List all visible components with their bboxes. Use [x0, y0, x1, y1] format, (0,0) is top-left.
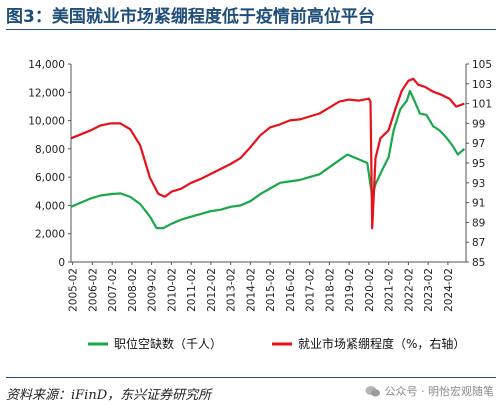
right-axis: 85 87 89 91 93 95 97 99 101 103 105 — [465, 59, 492, 269]
x-tick-label: 2018-02 — [324, 268, 336, 312]
x-axis: 2005-02 2006-02 2007-02 2008-02 2009-02 2010-… — [68, 261, 466, 312]
right-tick-label: 95 — [472, 158, 485, 170]
right-tick-label: 93 — [472, 178, 485, 190]
x-tick-label: 2009-02 — [147, 268, 159, 312]
right-tick-label: 103 — [472, 79, 492, 91]
x-tick-label: 2017-02 — [305, 268, 317, 312]
right-tick-label: 89 — [472, 217, 485, 229]
x-tick-label: 2012-02 — [206, 268, 218, 312]
title-divider — [6, 29, 496, 30]
x-tick-label: 2014-02 — [245, 268, 257, 312]
right-tick-label: 85 — [472, 257, 485, 269]
series-layer — [70, 77, 466, 230]
x-tick-label: 2024-02 — [443, 268, 455, 312]
left-tick-label: 6,000 — [35, 172, 65, 184]
right-tick-label: 101 — [472, 99, 492, 111]
x-tick-label: 2023-02 — [423, 268, 435, 312]
wechat-icon — [365, 385, 380, 397]
legend-label: 就业市场紧绷程度（%，右轴） — [298, 336, 465, 351]
x-tick-label: 2005-02 — [68, 268, 80, 312]
x-tick-label: 2019-02 — [344, 268, 356, 312]
source-note: 资料来源：iFinD，东兴证券研究所 — [6, 388, 212, 403]
right-tick-label: 105 — [472, 59, 492, 71]
x-tick-label: 2016-02 — [285, 268, 297, 312]
x-tick-label: 2020-02 — [364, 268, 376, 312]
left-tick-label: 10,000 — [28, 116, 65, 128]
x-tick-label: 2011-02 — [186, 268, 198, 312]
x-tick-label: 2021-02 — [384, 268, 396, 312]
left-tick-label: 14,000 — [28, 59, 65, 71]
left-tick-label: 4,000 — [35, 200, 65, 212]
x-tick-label: 2006-02 — [87, 268, 99, 312]
series-line-2 — [70, 77, 465, 230]
line-chart: 02,0004,0006,0008,00010,00012,00014,000 … — [28, 59, 492, 351]
left-tick-label: 8,000 — [35, 144, 65, 156]
x-tick-label: 2022-02 — [403, 268, 415, 312]
series-line-1 — [70, 89, 466, 230]
watermark-text: 公众号 · 明怡宏观随笔 — [384, 385, 495, 398]
chart-title: 图3：美国就业市场紧绷程度低于疫情前高位平台 — [6, 7, 375, 27]
left-axis: 0 2,000 4,000 6,000 8,000 10,000 12,000 14,000 — [28, 59, 72, 269]
x-tick-label: 2010-02 — [166, 268, 178, 312]
x-tick-label: 2015-02 — [265, 268, 277, 312]
x-tick-label: 2007-02 — [107, 268, 119, 312]
legend-label: 职位空缺数（千人） — [114, 336, 222, 351]
right-tick-label: 99 — [472, 118, 485, 130]
right-tick-label: 97 — [472, 138, 485, 150]
left-tick-label: 2,000 — [35, 229, 65, 241]
left-tick-label: 0 — [58, 257, 65, 269]
right-tick-label: 91 — [472, 198, 485, 210]
footer-divider — [6, 377, 496, 378]
watermark: 公众号 · 明怡宏观随笔 — [365, 383, 495, 399]
x-tick-label: 2008-02 — [127, 268, 139, 312]
legend: 职位空缺数（千人） 就业市场紧绷程度（%，右轴） — [88, 336, 465, 351]
x-tick-label: 2013-02 — [226, 268, 238, 312]
right-tick-label: 87 — [472, 237, 485, 249]
left-tick-label: 12,000 — [28, 87, 65, 99]
